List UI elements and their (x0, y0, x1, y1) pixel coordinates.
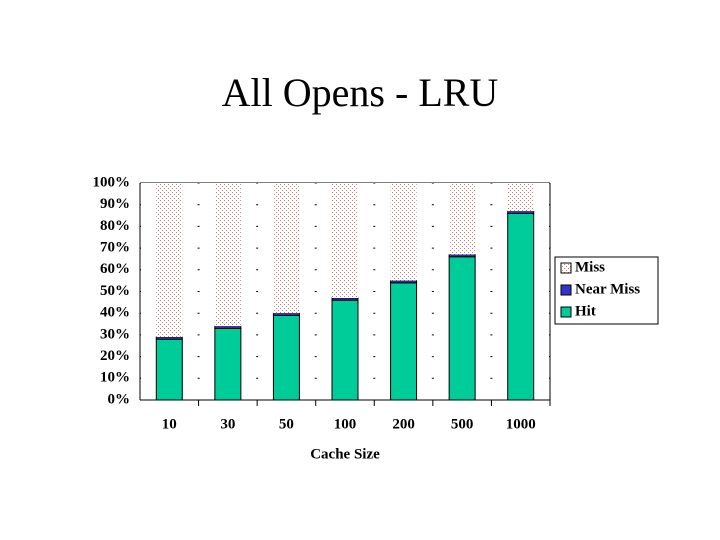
y-tick-label: 10% (100, 370, 130, 386)
legend-swatch (560, 262, 572, 274)
y-tick-label: 40% (100, 305, 130, 321)
legend-label: Hit (575, 303, 596, 319)
bar-segment (331, 299, 359, 401)
bar-segment (214, 183, 241, 327)
x-tick-label: 500 (451, 416, 474, 432)
bar-segment (214, 325, 242, 329)
bar-segment (156, 183, 183, 338)
bar-segment (390, 282, 418, 401)
bar-segment (272, 314, 300, 401)
bar-segment (272, 312, 300, 316)
bar-segment (507, 183, 534, 212)
legend-box (554, 256, 659, 325)
bar-segment (332, 183, 358, 299)
bar-segment (449, 183, 476, 255)
y-tick-label: 50% (100, 283, 130, 299)
bar-segment (331, 297, 359, 301)
legend-label: Near Miss (575, 281, 640, 297)
legend-label: Miss (575, 259, 605, 275)
y-tick-label: 20% (100, 348, 130, 364)
chart-title: All Opens - LRU (222, 70, 499, 115)
legend-swatch (560, 284, 572, 296)
bar-segment (214, 327, 242, 401)
y-tick-label: 30% (100, 326, 130, 342)
y-tick-label: 0% (108, 391, 131, 407)
x-tick-label: 50 (279, 416, 294, 432)
x-tick-label: 10 (162, 416, 177, 432)
bar-segment (448, 254, 476, 258)
x-tick-label: 30 (220, 416, 235, 432)
bar-segment (390, 280, 418, 284)
bar-segment (155, 338, 183, 401)
y-tick-label: 60% (100, 261, 130, 277)
bar-segment (507, 212, 535, 401)
y-tick-label: 70% (100, 240, 130, 256)
bar-segment (273, 183, 300, 314)
x-axis-title: Cache Size (310, 446, 380, 462)
x-tick-label: 1000 (506, 416, 536, 432)
x-tick-label: 100 (334, 416, 357, 432)
bar-segment (507, 210, 535, 214)
bar-segment (155, 336, 183, 340)
y-tick-label: 100% (93, 174, 131, 190)
legend-swatch (560, 306, 572, 318)
y-tick-label: 80% (100, 218, 130, 234)
bar-segment (448, 256, 476, 401)
bar-segment (390, 183, 417, 281)
x-tick-label: 200 (392, 416, 415, 432)
y-tick-label: 90% (100, 196, 130, 212)
